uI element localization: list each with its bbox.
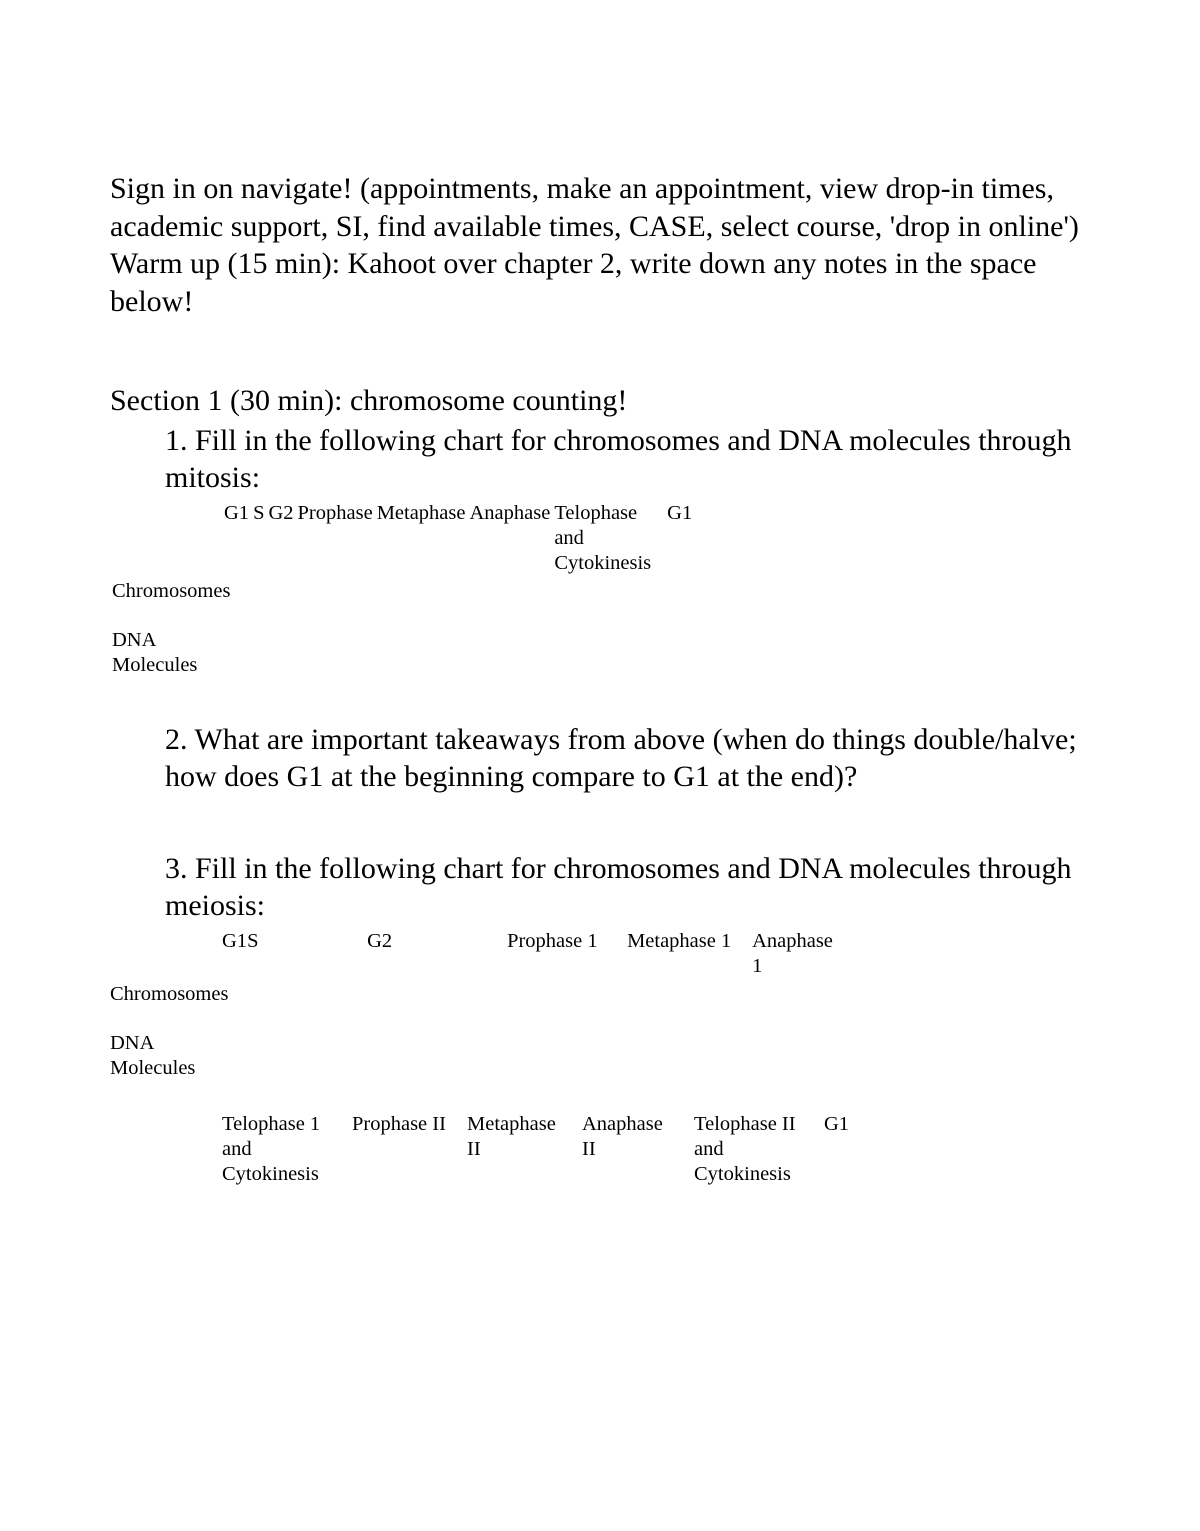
question-2: 2. What are important takeaways from abo… [110, 721, 1090, 796]
mitosis-header-row: G1 S G2 Prophase Metaphase Anaphase Telo… [110, 501, 694, 576]
question-1: 1. Fill in the following chart for chrom… [110, 422, 1090, 497]
mitosis-col-s: S [251, 501, 266, 576]
meiosis1-row-label-chromosomes: Chromosomes [110, 979, 852, 1010]
mitosis-row-label-dna: DNAMolecules [110, 625, 694, 681]
meiosis2-col-telophase2: Telophase IIandCytokinesis [694, 1112, 824, 1187]
q3-number: 3. [165, 852, 188, 885]
intro-line-1: Sign in on navigate! (appointments, make… [110, 170, 1090, 245]
section-1-heading: Section 1 (30 min): chromosome counting! [110, 382, 1090, 420]
intro-line-2: Warm up (15 min): Kahoot over chapter 2,… [110, 245, 1090, 320]
meiosis1-header-row: G1 S G2 Prophase 1 Metaphase 1 Anaphase1 [110, 929, 852, 979]
mitosis-col-g1-end: G1 [653, 501, 694, 576]
meiosis1-col-metaphase1: Metaphase 1 [627, 929, 752, 979]
meiosis1-col-s: S [247, 929, 367, 979]
mitosis-table: G1 S G2 Prophase Metaphase Anaphase Telo… [110, 501, 694, 681]
meiosis1-col-g1: G1 [110, 929, 247, 979]
mitosis-col-telophase: TelophaseandCytokinesis [552, 501, 653, 576]
mitosis-row-label-chromosomes: Chromosomes [110, 576, 694, 607]
question-3: 3. Fill in the following chart for chrom… [110, 850, 1090, 925]
meiosis2-header-row: Telophase 1andCytokinesis Prophase II Me… [222, 1112, 874, 1187]
meiosis2-col-anaphase2: AnaphaseII [582, 1112, 694, 1187]
q2-text: What are important takeaways from above … [165, 723, 1077, 794]
mitosis-col-g2: G2 [266, 501, 295, 576]
meiosis1-row-label-dna: DNAMolecules [110, 1028, 852, 1084]
q1-text: Fill in the following chart for chromoso… [165, 424, 1072, 495]
meiosis1-col-prophase1: Prophase 1 [507, 929, 627, 979]
meiosis2-col-g1: G1 [824, 1112, 874, 1187]
q1-number: 1. [165, 424, 188, 457]
mitosis-col-g1: G1 [222, 501, 251, 576]
meiosis2-col-metaphase2: MetaphaseII [467, 1112, 582, 1187]
meiosis1-row-dna: DNAMolecules [110, 1028, 852, 1084]
meiosis-table-1: G1 S G2 Prophase 1 Metaphase 1 Anaphase1… [110, 929, 852, 1084]
meiosis-table-2: Telophase 1andCytokinesis Prophase II Me… [222, 1112, 874, 1187]
mitosis-col-metaphase: Metaphase [375, 501, 468, 576]
mitosis-row-dna: DNAMolecules [110, 625, 694, 681]
meiosis1-col-g2: G2 [367, 929, 507, 979]
meiosis1-col-anaphase1: Anaphase1 [752, 929, 852, 979]
q2-number: 2. [165, 723, 188, 756]
intro-block: Sign in on navigate! (appointments, make… [110, 170, 1090, 320]
meiosis2-col-telophase1: Telophase 1andCytokinesis [222, 1112, 352, 1187]
mitosis-col-anaphase: Anaphase [467, 501, 552, 576]
mitosis-col-prophase: Prophase [296, 501, 375, 576]
meiosis2-col-prophase2: Prophase II [352, 1112, 467, 1187]
q3-text: Fill in the following chart for chromoso… [165, 852, 1072, 923]
meiosis1-row-chromosomes: Chromosomes [110, 979, 852, 1010]
mitosis-row-chromosomes: Chromosomes [110, 576, 694, 607]
